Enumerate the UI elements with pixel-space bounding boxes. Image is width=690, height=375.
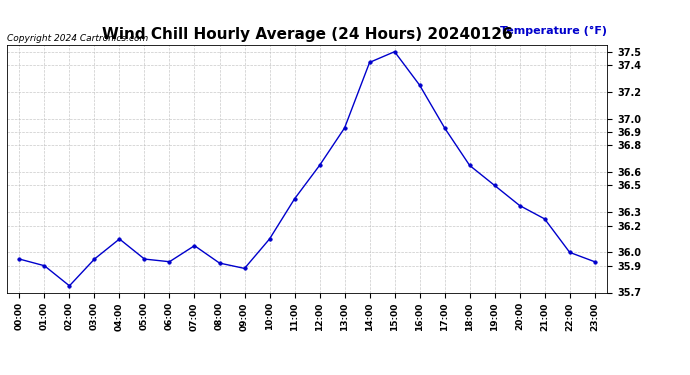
Title: Wind Chill Hourly Average (24 Hours) 20240126: Wind Chill Hourly Average (24 Hours) 202… [101,27,513,42]
Text: Temperature (°F): Temperature (°F) [500,26,607,36]
Text: Copyright 2024 Cartronics.com: Copyright 2024 Cartronics.com [7,33,148,42]
